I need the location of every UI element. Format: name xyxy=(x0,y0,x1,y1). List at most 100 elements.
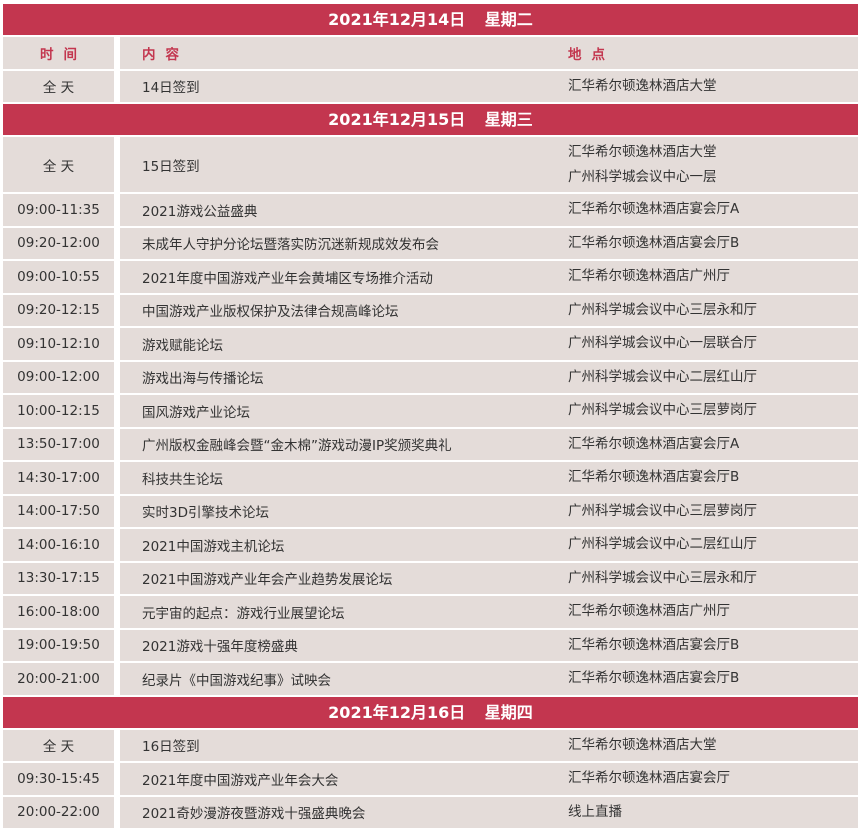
time-cell: 19:00-19:50 xyxy=(3,629,114,661)
content-cell: 2021中国游戏产业年会产业趋势发展论坛 广州科学城会议中心三层永和厅 xyxy=(120,562,858,594)
event-name: 2021年度中国游戏产业年会黄埔区专场推介活动 xyxy=(142,270,433,287)
content-cell: 2021年度中国游戏产业年会黄埔区专场推介活动 汇华希尔顿逸林酒店广州厅 xyxy=(120,261,858,293)
location-line: 广州科学城会议中心三层萝岗厅 xyxy=(568,402,757,419)
location-cell: 广州科学城会议中心三层萝岗厅 xyxy=(568,499,858,524)
table-row: 全 天 15日签到 汇华希尔顿逸林酒店大堂 广州科学城会议中心一层 xyxy=(3,137,858,192)
time-cell: 14:00-17:50 xyxy=(3,495,114,527)
location-line: 广州科学城会议中心三层永和厅 xyxy=(568,301,757,318)
content-cell: 2021年度中国游戏产业年会大会 汇华希尔顿逸林酒店宴会厅 xyxy=(120,763,858,795)
event-name: 2021游戏公益盛典 xyxy=(142,203,258,220)
time-cell: 09:00-12:00 xyxy=(3,361,114,393)
content-cell: 2021奇妙漫游夜暨游戏十强盛典晚会 线上直播 xyxy=(120,796,858,828)
location-cell: 汇华希尔顿逸林酒店宴会厅 xyxy=(568,766,858,791)
column-gap xyxy=(114,562,120,594)
event-name: 元宇宙的起点：游戏行业展望论坛 xyxy=(142,605,345,622)
location-line: 汇华希尔顿逸林酒店广州厅 xyxy=(568,268,730,285)
column-gap xyxy=(114,763,120,795)
location-line: 线上直播 xyxy=(568,803,622,820)
table-row: 13:50-17:00 广州版权金融峰会暨“金木棉”游戏动漫IP奖颁奖典礼 汇华希尔… xyxy=(3,428,858,460)
location-line: 汇华希尔顿逸林酒店广州厅 xyxy=(568,603,730,620)
schedule-table: 2021年12月14日 星期二 时间 内容 地点全 天 14日签到 汇华希尔顿逸林酒店大堂… xyxy=(3,4,858,830)
column-gap xyxy=(114,729,120,761)
location-line: 汇华希尔顿逸林酒店大堂 xyxy=(568,736,717,753)
content-cell: 纪录片《中国游戏纪事》试映会 汇华希尔顿逸林酒店宴会厅B xyxy=(120,663,858,695)
content-cell: 15日签到 汇华希尔顿逸林酒店大堂 广州科学城会议中心一层 xyxy=(120,137,858,192)
time-cell: 全 天 xyxy=(3,137,114,192)
table-row: 13:30-17:15 2021中国游戏产业年会产业趋势发展论坛 广州科学城会议中心… xyxy=(3,562,858,594)
content-cell: 未成年人守护分论坛暨落实防沉迷新规成效发布会 汇华希尔顿逸林酒店宴会厅B xyxy=(120,227,858,259)
event-name: 16日签到 xyxy=(142,739,200,756)
event-name: 2021中国游戏产业年会产业趋势发展论坛 xyxy=(142,572,393,589)
event-name: 15日签到 xyxy=(142,158,200,175)
location-line: 汇华希尔顿逸林酒店大堂 xyxy=(568,143,717,160)
column-gap xyxy=(114,37,120,69)
location-cell: 汇华希尔顿逸林酒店宴会厅B xyxy=(568,633,858,658)
table-row: 09:20-12:00 未成年人守护分论坛暨落实防沉迷新规成效发布会 汇华希尔顿逸林… xyxy=(3,227,858,259)
event-name: 游戏出海与传播论坛 xyxy=(142,371,264,388)
time-cell: 16:00-18:00 xyxy=(3,596,114,628)
column-gap xyxy=(114,495,120,527)
time-cell: 09:20-12:00 xyxy=(3,227,114,259)
time-cell: 20:00-21:00 xyxy=(3,663,114,695)
location-cell: 汇华希尔顿逸林酒店宴会厅B xyxy=(568,666,858,691)
location-cell: 汇华希尔顿逸林酒店宴会厅B xyxy=(568,465,858,490)
content-cell: 14日签到 汇华希尔顿逸林酒店大堂 xyxy=(120,70,858,102)
content-cell: 16日签到 汇华希尔顿逸林酒店大堂 xyxy=(120,729,858,761)
table-row: 全 天 16日签到 汇华希尔顿逸林酒店大堂 xyxy=(3,729,858,761)
event-name: 中国游戏产业版权保护及法律合规高峰论坛 xyxy=(142,304,399,321)
event-name: 实时3D引擎技术论坛 xyxy=(142,505,269,522)
time-cell: 09:00-11:35 xyxy=(3,194,114,226)
content-cell: 国风游戏产业论坛 广州科学城会议中心三层萝岗厅 xyxy=(120,395,858,427)
location-cell: 广州科学城会议中心三层萝岗厅 xyxy=(568,398,858,423)
table-row: 全 天 14日签到 汇华希尔顿逸林酒店大堂 xyxy=(3,70,858,102)
table-row: 09:00-12:00 游戏出海与传播论坛 广州科学城会议中心二层红山厅 xyxy=(3,361,858,393)
location-cell: 汇华希尔顿逸林酒店宴会厅A xyxy=(568,432,858,457)
time-cell: 全 天 xyxy=(3,729,114,761)
column-gap xyxy=(114,328,120,360)
location-line: 汇华希尔顿逸林酒店宴会厅A xyxy=(568,201,740,218)
table-row: 16:00-18:00 元宇宙的起点：游戏行业展望论坛 汇华希尔顿逸林酒店广州厅 xyxy=(3,596,858,628)
content-cell: 中国游戏产业版权保护及法律合规高峰论坛 广州科学城会议中心三层永和厅 xyxy=(120,294,858,326)
location-cell: 汇华希尔顿逸林酒店广州厅 xyxy=(568,264,858,289)
day-title: 2021年12月15日 星期三 xyxy=(3,104,858,135)
table-row: 09:30-15:45 2021年度中国游戏产业年会大会 汇华希尔顿逸林酒店宴会厅 xyxy=(3,763,858,795)
time-cell: 20:00-22:00 xyxy=(3,796,114,828)
time-cell: 13:50-17:00 xyxy=(3,428,114,460)
location-line: 广州科学城会议中心二层红山厅 xyxy=(568,368,757,385)
location-line: 汇华希尔顿逸林酒店宴会厅B xyxy=(568,469,740,486)
event-name: 2021奇妙漫游夜暨游戏十强盛典晚会 xyxy=(142,806,366,823)
content-cell: 游戏赋能论坛 广州科学城会议中心一层联合厅 xyxy=(120,328,858,360)
table-row: 14:00-17:50 实时3D引擎技术论坛 广州科学城会议中心三层萝岗厅 xyxy=(3,495,858,527)
location-cell: 线上直播 xyxy=(568,800,858,825)
column-gap xyxy=(114,70,120,102)
column-gap xyxy=(114,261,120,293)
column-gap xyxy=(114,294,120,326)
location-cell: 广州科学城会议中心二层红山厅 xyxy=(568,532,858,557)
location-cell: 汇华希尔顿逸林酒店大堂 xyxy=(568,733,858,758)
content-cell: 游戏出海与传播论坛 广州科学城会议中心二层红山厅 xyxy=(120,361,858,393)
table-row: 20:00-21:00 纪录片《中国游戏纪事》试映会 汇华希尔顿逸林酒店宴会厅B xyxy=(3,663,858,695)
table-row: 09:00-11:35 2021游戏公益盛典 汇华希尔顿逸林酒店宴会厅A xyxy=(3,194,858,226)
location-line: 汇华希尔顿逸林酒店大堂 xyxy=(568,77,717,94)
location-line: 汇华希尔顿逸林酒店宴会厅 xyxy=(568,770,730,787)
time-cell: 14:30-17:00 xyxy=(3,462,114,494)
location-cell: 汇华希尔顿逸林酒店宴会厅B xyxy=(568,231,858,256)
location-line: 广州科学城会议中心三层萝岗厅 xyxy=(568,502,757,519)
table-row: 20:00-22:00 2021奇妙漫游夜暨游戏十强盛典晚会 线上直播 xyxy=(3,796,858,828)
time-cell: 09:30-15:45 xyxy=(3,763,114,795)
event-name: 未成年人守护分论坛暨落实防沉迷新规成效发布会 xyxy=(142,237,439,254)
column-gap xyxy=(114,194,120,226)
content-cell: 科技共生论坛 汇华希尔顿逸林酒店宴会厅B xyxy=(120,462,858,494)
event-name: 2021游戏十强年度榜盛典 xyxy=(142,639,298,656)
event-name: 2021年度中国游戏产业年会大会 xyxy=(142,772,339,789)
table-row: 14:30-17:00 科技共生论坛 汇华希尔顿逸林酒店宴会厅B xyxy=(3,462,858,494)
content-cell: 元宇宙的起点：游戏行业展望论坛 汇华希尔顿逸林酒店广州厅 xyxy=(120,596,858,628)
table-row: 19:00-19:50 2021游戏十强年度榜盛典 汇华希尔顿逸林酒店宴会厅B xyxy=(3,629,858,661)
header-time: 时间 xyxy=(3,37,114,69)
content-cell: 2021游戏十强年度榜盛典 汇华希尔顿逸林酒店宴会厅B xyxy=(120,629,858,661)
event-name: 14日签到 xyxy=(142,80,200,97)
location-cell: 广州科学城会议中心二层红山厅 xyxy=(568,365,858,390)
column-gap xyxy=(114,663,120,695)
column-gap xyxy=(114,361,120,393)
content-cell: 广州版权金融峰会暨“金木棉”游戏动漫IP奖颁奖典礼 汇华希尔顿逸林酒店宴会厅A xyxy=(120,428,858,460)
